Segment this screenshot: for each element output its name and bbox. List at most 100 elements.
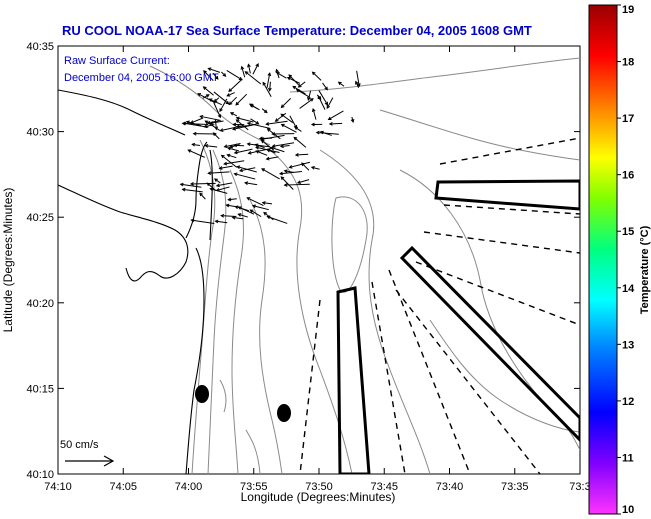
current-vector-head (324, 101, 329, 106)
current-vector-head (219, 128, 224, 132)
current-vector (203, 70, 214, 81)
current-vector (188, 149, 205, 158)
current-vector (228, 78, 243, 92)
current-vector (237, 166, 257, 173)
current-vector-head (279, 144, 284, 149)
current-vector-head (350, 118, 355, 123)
current-vector-head (254, 143, 259, 148)
current-vector (224, 143, 241, 148)
current-vector (246, 197, 264, 206)
current-vector-head (293, 136, 298, 141)
current-vector-head (310, 166, 315, 170)
current-vector-head (244, 181, 249, 185)
current-vector-head (223, 144, 228, 149)
current-vector-head (280, 123, 285, 128)
current-vector (235, 206, 250, 212)
current-vector (329, 122, 343, 125)
legend-line-1: Raw Surface Current: (64, 55, 170, 67)
current-vector (236, 119, 249, 131)
current-vector (204, 124, 215, 128)
current-vector-head (263, 211, 268, 216)
current-vector-head (236, 165, 241, 170)
current-vector-head (204, 120, 209, 124)
current-vector (210, 120, 224, 124)
current-vector-head (217, 114, 222, 119)
current-vector-head (278, 171, 283, 176)
colorbar (588, 4, 618, 515)
current-vector-head (232, 122, 237, 127)
x-tick-label: 73:3 (569, 481, 590, 493)
current-vector-head (244, 71, 249, 75)
colorbar-tick-label: 18 (622, 57, 634, 69)
current-vector-head (220, 213, 225, 218)
current-vector (215, 220, 228, 224)
current-vector-head (189, 182, 194, 186)
current-vector (227, 147, 239, 152)
scale-arrow-icon (65, 455, 115, 467)
sampling-zones (336, 179, 580, 474)
current-vector (226, 70, 243, 81)
current-vector-head (261, 201, 266, 205)
current-vector-head (206, 182, 211, 187)
current-vector-head (275, 68, 279, 73)
current-vector (250, 118, 259, 125)
current-vector (216, 182, 233, 187)
current-vector-head (237, 213, 242, 217)
current-vector (296, 89, 311, 98)
current-vector (250, 209, 262, 218)
current-vector (234, 148, 253, 154)
colorbar-tick-label: 12 (622, 396, 634, 408)
x-axis-ticks: 74:10 74:05 74:00 73:55 73:50 73:45 73:40 73:35… (44, 46, 591, 493)
current-vector-head (337, 81, 342, 86)
current-vector-head (296, 180, 301, 184)
current-vector (262, 202, 273, 205)
current-vector-head (251, 204, 256, 209)
current-vector-head (255, 145, 260, 150)
current-vector (289, 161, 310, 168)
current-vector-head (280, 104, 285, 109)
current-vector-head (309, 98, 314, 102)
current-vector (312, 108, 317, 120)
figure-title: RU COOL NOAA-17 Sea Surface Temperature:… (62, 23, 532, 38)
current-vector-head (203, 124, 208, 129)
current-vector-head (228, 101, 233, 106)
current-vector (235, 93, 248, 106)
current-vector-head (255, 121, 260, 125)
current-vector (227, 92, 235, 97)
current-vector-head (214, 126, 219, 131)
current-vector (245, 71, 262, 85)
current-vector-head (324, 86, 328, 91)
current-vector-head (235, 119, 240, 123)
current-vector (207, 119, 220, 124)
current-vector (298, 81, 306, 88)
current-vector (244, 182, 258, 186)
current-vector (262, 82, 272, 97)
colorbar-tick-label: 16 (622, 170, 634, 182)
current-vector-head (280, 176, 285, 180)
colorbar-tick-label: 11 (622, 452, 634, 464)
current-vector (356, 70, 360, 87)
current-vector-head (297, 84, 302, 88)
current-vector-head (181, 187, 186, 192)
bathymetry-contours (149, 57, 580, 474)
current-vector-head (292, 85, 297, 90)
current-vector-head (295, 89, 300, 93)
current-vector (320, 131, 332, 136)
current-vector (281, 124, 297, 133)
current-vector-head (311, 71, 316, 76)
x-tick-label: 73:55 (240, 481, 268, 493)
current-vector (261, 134, 285, 140)
current-vector-head (229, 112, 234, 116)
current-vector-head (310, 122, 315, 127)
current-vector (229, 144, 240, 148)
current-vector (190, 182, 216, 185)
colorbar-ticks: 19 18 17 16 15 14 13 12 11 10 (617, 4, 635, 516)
current-vector (219, 165, 233, 169)
colorbar-tick-label: 15 (622, 226, 634, 238)
current-vector-head (260, 137, 265, 141)
current-vector-head (317, 96, 322, 101)
current-vector-head (205, 94, 210, 98)
current-vector-head (255, 150, 260, 154)
current-vector-head (267, 87, 272, 92)
current-vector-head (274, 118, 279, 122)
